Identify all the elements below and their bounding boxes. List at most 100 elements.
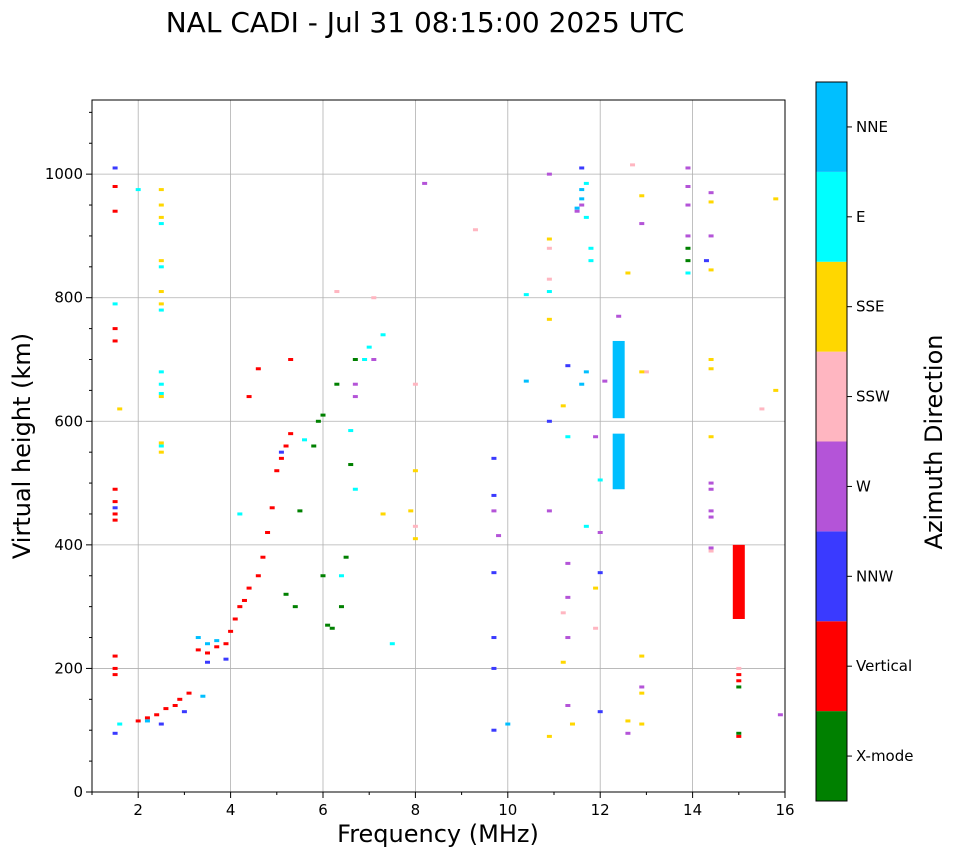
data-point bbox=[588, 246, 594, 250]
data-point bbox=[523, 379, 529, 383]
data-point bbox=[736, 586, 742, 590]
colorbar-swatch bbox=[816, 171, 847, 262]
data-point bbox=[302, 438, 308, 442]
data-point bbox=[158, 391, 164, 395]
data-point bbox=[569, 722, 575, 726]
data-point bbox=[177, 697, 183, 701]
data-point bbox=[422, 181, 428, 185]
x-tick-label: 6 bbox=[318, 801, 328, 819]
data-point bbox=[472, 228, 478, 232]
colorbar-tick-label: NNE bbox=[856, 118, 888, 136]
data-point bbox=[583, 524, 589, 528]
data-point bbox=[708, 546, 714, 550]
chart-title: NAL CADI - Jul 31 08:15:00 2025 UTC bbox=[166, 6, 685, 39]
colorbar-tick-label: NNW bbox=[856, 567, 893, 585]
plot-area: 2 4 6 8 10 12 14 16 0 200 400 600 800 1000 bbox=[45, 99, 795, 819]
data-point bbox=[260, 555, 266, 559]
data-point bbox=[491, 571, 497, 575]
colorbar-tick-label: SSW bbox=[856, 388, 890, 406]
data-point bbox=[685, 185, 691, 188]
data-point bbox=[703, 259, 709, 263]
data-point bbox=[412, 524, 418, 528]
data-point bbox=[366, 345, 372, 349]
data-point bbox=[708, 191, 714, 195]
data-point bbox=[158, 382, 164, 386]
x-axis-label: Frequency (MHz) bbox=[337, 820, 539, 848]
data-point bbox=[593, 626, 599, 630]
y-tick-label: 200 bbox=[54, 659, 83, 677]
data-point bbox=[144, 716, 150, 720]
data-point bbox=[593, 586, 599, 590]
x-tick-label: 16 bbox=[775, 801, 794, 819]
data-point bbox=[334, 290, 340, 294]
data-point bbox=[112, 506, 118, 510]
data-point bbox=[736, 731, 742, 735]
data-point bbox=[288, 358, 294, 361]
data-point bbox=[597, 478, 603, 482]
data-point bbox=[639, 222, 645, 226]
data-point bbox=[625, 719, 631, 723]
plot-frame bbox=[91, 99, 786, 793]
data-point bbox=[283, 444, 289, 448]
data-point bbox=[144, 719, 150, 723]
data-point bbox=[616, 358, 622, 361]
data-point bbox=[579, 382, 585, 386]
data-point bbox=[560, 404, 566, 408]
data-point bbox=[773, 388, 779, 392]
data-point bbox=[112, 654, 118, 658]
data-point bbox=[325, 623, 331, 627]
data-point bbox=[616, 345, 622, 349]
data-point bbox=[708, 509, 714, 513]
data-point bbox=[232, 617, 238, 621]
data-point bbox=[491, 728, 497, 732]
data-point bbox=[736, 611, 742, 615]
data-point bbox=[237, 605, 243, 609]
data-point bbox=[223, 657, 229, 661]
data-point bbox=[200, 694, 206, 698]
data-point bbox=[214, 639, 220, 643]
colorbar-tick-label: E bbox=[856, 208, 865, 226]
data-point bbox=[708, 200, 714, 204]
data-point bbox=[491, 456, 497, 460]
data-point bbox=[158, 370, 164, 374]
data-point bbox=[228, 629, 234, 633]
data-point bbox=[329, 626, 335, 630]
data-point bbox=[546, 509, 552, 513]
data-bar bbox=[612, 433, 625, 490]
data-point bbox=[315, 419, 321, 423]
data-point bbox=[205, 651, 210, 655]
data-point bbox=[565, 561, 571, 565]
data-point bbox=[616, 314, 622, 318]
data-point bbox=[616, 407, 622, 411]
data-point bbox=[579, 197, 585, 201]
data-point bbox=[278, 456, 284, 460]
data-point bbox=[297, 509, 303, 513]
data-point bbox=[214, 645, 220, 649]
data-point bbox=[154, 713, 160, 717]
data-point bbox=[579, 166, 585, 170]
data-point bbox=[616, 469, 622, 473]
plot-background bbox=[92, 100, 785, 792]
data-point bbox=[112, 327, 118, 331]
data-point bbox=[639, 722, 645, 726]
y-tick-label: 400 bbox=[54, 536, 83, 554]
data-point bbox=[583, 370, 589, 374]
data-point bbox=[352, 358, 358, 361]
data-point bbox=[685, 246, 691, 250]
data-point bbox=[616, 370, 622, 374]
colorbar: X-mode Vertical NNW W SSW SSE E NNE bbox=[815, 81, 913, 802]
data-point bbox=[565, 595, 571, 599]
data-point bbox=[583, 215, 589, 219]
data-point bbox=[158, 450, 164, 454]
data-point bbox=[639, 685, 645, 689]
colorbar-tick-label: SSE bbox=[856, 298, 885, 316]
data-point bbox=[616, 444, 622, 448]
colorbar-tick-label: X-mode bbox=[856, 747, 913, 765]
data-point bbox=[112, 518, 118, 522]
data-point bbox=[348, 463, 354, 467]
data-point bbox=[112, 500, 118, 504]
data-point bbox=[311, 444, 317, 448]
data-point bbox=[112, 339, 118, 343]
data-point bbox=[565, 704, 571, 707]
